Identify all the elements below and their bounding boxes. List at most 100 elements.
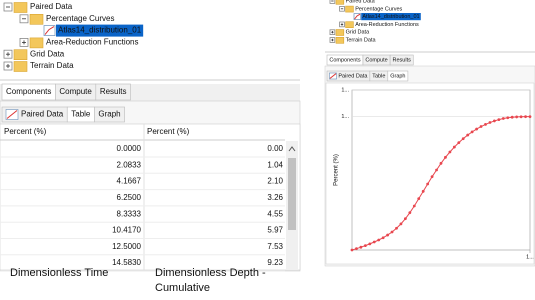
cell: 2.0833: [117, 160, 142, 169]
point: [528, 115, 532, 119]
caption: Dimensionless Time: [10, 267, 109, 279]
point: [355, 247, 358, 251]
column-header: Percent (%): [147, 127, 190, 136]
point: [444, 155, 447, 159]
curve-icon-line: [354, 13, 361, 20]
point: [488, 121, 492, 124]
tree-item[interactable]: Paired Data: [346, 0, 376, 4]
point: [430, 175, 434, 179]
curve-icon: [43, 25, 56, 36]
point: [399, 222, 403, 226]
point: [377, 238, 381, 242]
point: [386, 233, 389, 237]
folder-icon: [13, 49, 28, 61]
point: [395, 226, 398, 230]
tab-label[interactable]: Graph: [98, 110, 120, 119]
tab-label[interactable]: Paired Data: [338, 73, 368, 79]
scroll-up[interactable]: [288, 146, 296, 152]
point: [350, 248, 354, 252]
curve-icon: [353, 13, 361, 20]
tree-item[interactable]: Paired Data: [30, 2, 73, 11]
tree-item[interactable]: Area-Reduction Functions: [46, 38, 139, 47]
cell: 14.5830: [112, 258, 141, 267]
cell: 2.10: [267, 177, 283, 186]
cell: 10.4170: [112, 226, 141, 235]
tab-label[interactable]: Paired Data: [21, 110, 64, 119]
tree-item[interactable]: Grid Data: [346, 30, 370, 36]
tab-label[interactable]: Graph: [390, 73, 405, 79]
tree-item[interactable]: Grid Data: [30, 49, 65, 58]
y-tick-label: 1...: [341, 87, 349, 93]
point: [439, 161, 443, 165]
tab-label[interactable]: Results: [393, 57, 412, 63]
tree-item[interactable]: Terrain Data: [30, 61, 74, 70]
tab-label[interactable]: Results: [100, 87, 127, 96]
folder-icon: [335, 36, 345, 44]
x-tick-label: 1...: [526, 254, 534, 260]
cell: 0.00: [267, 144, 283, 153]
point: [479, 125, 483, 128]
selection: [56, 24, 144, 37]
point: [457, 141, 461, 145]
point: [404, 217, 407, 221]
point: [466, 133, 470, 137]
y-axis-label: Percent (%): [334, 154, 340, 186]
point: [359, 245, 363, 249]
point: [515, 115, 519, 119]
point: [372, 240, 376, 244]
point: [448, 150, 452, 154]
cell: 6.2500: [117, 193, 142, 202]
table: [0, 123, 301, 271]
tab-label[interactable]: Components: [329, 57, 360, 63]
cell: 12.5000: [112, 242, 141, 251]
scroll-thumb[interactable]: [288, 158, 296, 230]
selection: [361, 13, 421, 21]
tab[interactable]: [387, 70, 409, 82]
tree-item[interactable]: Atlas14_distribution_01: [58, 26, 142, 35]
point: [501, 117, 505, 120]
tab-label[interactable]: Table: [372, 73, 385, 79]
point: [506, 116, 510, 120]
tree-item[interactable]: Atlas14_distribution_01: [362, 14, 419, 20]
point: [470, 130, 474, 134]
tree-item[interactable]: Percentage Curves: [355, 6, 402, 12]
tab-label[interactable]: Compute: [59, 87, 92, 96]
cell: 4.55: [267, 209, 283, 218]
folder-icon: [345, 21, 354, 29]
tab-label[interactable]: Table: [71, 110, 91, 119]
tree-item[interactable]: Percentage Curves: [46, 14, 114, 23]
tree-item[interactable]: Terrain Data: [346, 37, 377, 43]
point: [484, 123, 487, 126]
tree-item[interactable]: Area-Reduction Functions: [355, 22, 419, 28]
point: [363, 244, 367, 248]
folder-icon: [29, 37, 44, 49]
point: [519, 115, 523, 119]
point: [493, 119, 496, 123]
tab-label[interactable]: Components: [6, 87, 51, 96]
point: [510, 115, 514, 119]
point: [368, 242, 372, 246]
point: [417, 197, 421, 201]
folder-icon: [13, 61, 28, 72]
tab-label[interactable]: Compute: [365, 57, 387, 63]
graph-icon-line: [6, 110, 18, 119]
tab[interactable]: [95, 83, 131, 101]
cell: 7.53: [267, 242, 283, 251]
folder-icon: [29, 14, 44, 25]
expand-toggle[interactable]: [329, 0, 336, 4]
tab[interactable]: [389, 54, 414, 66]
plot-area: [351, 89, 531, 251]
cell: 8.3333: [117, 209, 142, 218]
point: [390, 230, 394, 234]
graph-icon-line: [329, 73, 337, 79]
cell: 1.04: [267, 160, 283, 169]
point: [381, 236, 385, 240]
point: [475, 127, 478, 131]
tab[interactable]: [94, 106, 125, 123]
point: [421, 189, 425, 193]
point: [524, 115, 527, 119]
y-tick-label: 1...: [341, 114, 349, 120]
cell: 4.1667: [117, 177, 142, 186]
folder-icon: [335, 29, 345, 36]
cell: 9.23: [267, 258, 283, 267]
